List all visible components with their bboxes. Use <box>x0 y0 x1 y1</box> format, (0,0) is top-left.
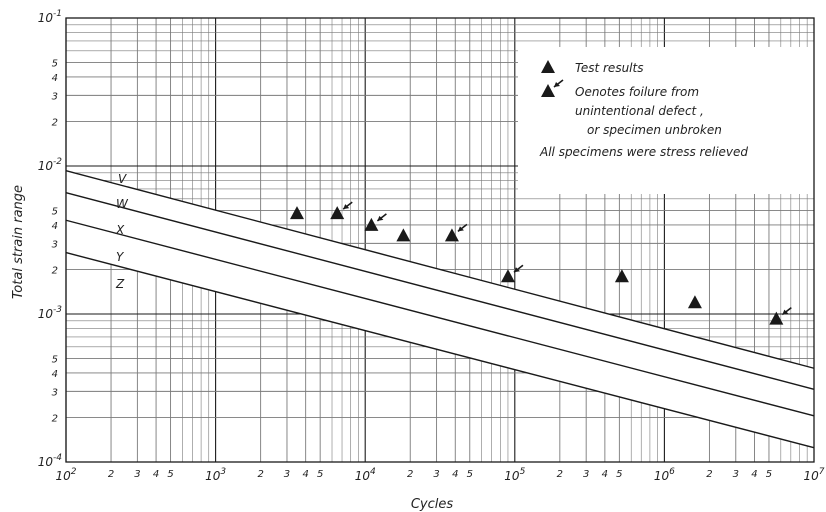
y-minor-tick-label: 5 <box>52 207 58 218</box>
failure-arrow-head <box>782 309 789 315</box>
x-tick-label: 105 <box>504 467 525 483</box>
legend-marker-test-results <box>541 60 555 73</box>
legend-entry-defect-line2: unintentional defect , <box>575 104 704 118</box>
y-minor-tick-label: 5 <box>52 355 58 366</box>
failure-arrow-head <box>377 215 384 221</box>
y-axis-label: Total strain range <box>11 185 26 299</box>
y-minor-tick-label: 3 <box>52 91 58 102</box>
y-minor-tick-label: 4 <box>52 73 58 84</box>
failure-arrow-head <box>343 204 350 210</box>
x-minor-tick-label: 4 <box>602 469 608 480</box>
y-minor-tick-label: 3 <box>52 239 58 250</box>
x-minor-tick-label: 3 <box>733 469 739 480</box>
design-line-label-y: Y <box>116 250 125 264</box>
test-result-point <box>500 269 515 283</box>
x-tick-label: 103 <box>205 467 226 483</box>
legend-box <box>518 47 814 194</box>
x-minor-tick-label: 3 <box>284 469 290 480</box>
test-result-point <box>444 228 459 242</box>
legend-text: Test results Oenotes foilure from uninte… <box>539 61 748 159</box>
legend-entry-defect-line1: Oenotes foilure from <box>575 85 699 99</box>
plot-border <box>65 17 815 463</box>
x-minor-tick-label: 3 <box>134 469 140 480</box>
x-minor-tick-label: 4 <box>302 469 308 480</box>
x-minor-tick-label: 5 <box>766 469 772 480</box>
test-result-point <box>614 269 629 283</box>
plot-frame <box>65 17 815 463</box>
test-result-point <box>289 206 304 220</box>
legend <box>518 47 814 194</box>
x-minor-tick-label: 5 <box>616 469 622 480</box>
legend-entry-test-results: Test results <box>575 61 643 75</box>
x-minor-tick-label: 5 <box>467 469 473 480</box>
design-line-label-w: W <box>116 197 129 211</box>
x-minor-tick-label: 2 <box>407 469 413 480</box>
design-line-label-z: Z <box>115 277 125 291</box>
design-line-x <box>65 219 815 417</box>
x-minor-tick-label: 5 <box>317 469 323 480</box>
test-result-point <box>769 311 784 325</box>
test-result-point <box>330 206 345 220</box>
y-tick-label: 10-4 <box>38 453 63 469</box>
y-minor-tick-label: 3 <box>52 387 58 398</box>
y-minor-tick-label: 2 <box>52 265 58 276</box>
design-line-label-v: V <box>118 172 127 186</box>
x-minor-tick-label: 4 <box>153 469 159 480</box>
failure-arrow-head <box>554 82 560 87</box>
test-result-points <box>289 201 792 325</box>
legend-entry-defect-line3: or specimen unbroken <box>587 123 722 137</box>
x-axis-label: Cycles <box>411 497 454 512</box>
y-tick-label: 10-3 <box>38 305 63 321</box>
x-minor-tick-label: 3 <box>433 469 439 480</box>
y-tick-label: 10-2 <box>38 157 63 173</box>
y-minor-tick-label: 5 <box>52 59 58 70</box>
y-minor-tick-label: 2 <box>52 413 58 424</box>
x-tick-label: 106 <box>654 467 675 483</box>
failure-arrow-head <box>513 267 520 273</box>
y-minor-tick-label: 4 <box>52 221 58 232</box>
design-line-label-x: X <box>115 223 125 237</box>
x-minor-tick-label: 2 <box>706 469 712 480</box>
test-result-point <box>364 217 379 231</box>
x-minor-tick-label: 2 <box>257 469 263 480</box>
x-minor-tick-label: 4 <box>751 469 757 480</box>
x-minor-tick-label: 2 <box>108 469 114 480</box>
design-line-v <box>65 169 815 369</box>
x-minor-tick-label: 5 <box>167 469 173 480</box>
test-result-point <box>687 295 702 309</box>
x-minor-tick-label: 2 <box>557 469 563 480</box>
legend-marker-defect <box>541 84 555 97</box>
design-band-fill <box>66 170 814 448</box>
x-tick-label: 104 <box>355 467 376 483</box>
legend-note: All specimens were stress relieved <box>539 145 748 159</box>
y-tick-label: 10-1 <box>38 9 62 25</box>
design-line-y <box>65 251 815 449</box>
x-minor-tick-label: 3 <box>583 469 589 480</box>
test-result-point <box>396 228 411 242</box>
design-line-w <box>65 192 815 390</box>
y-minor-tick-label: 2 <box>52 117 58 128</box>
y-minor-tick-label: 4 <box>52 369 58 380</box>
failure-arrow-head <box>457 226 464 232</box>
x-minor-tick-label: 4 <box>452 469 458 480</box>
x-tick-label: 107 <box>803 467 824 483</box>
x-tick-label: 102 <box>55 467 76 483</box>
